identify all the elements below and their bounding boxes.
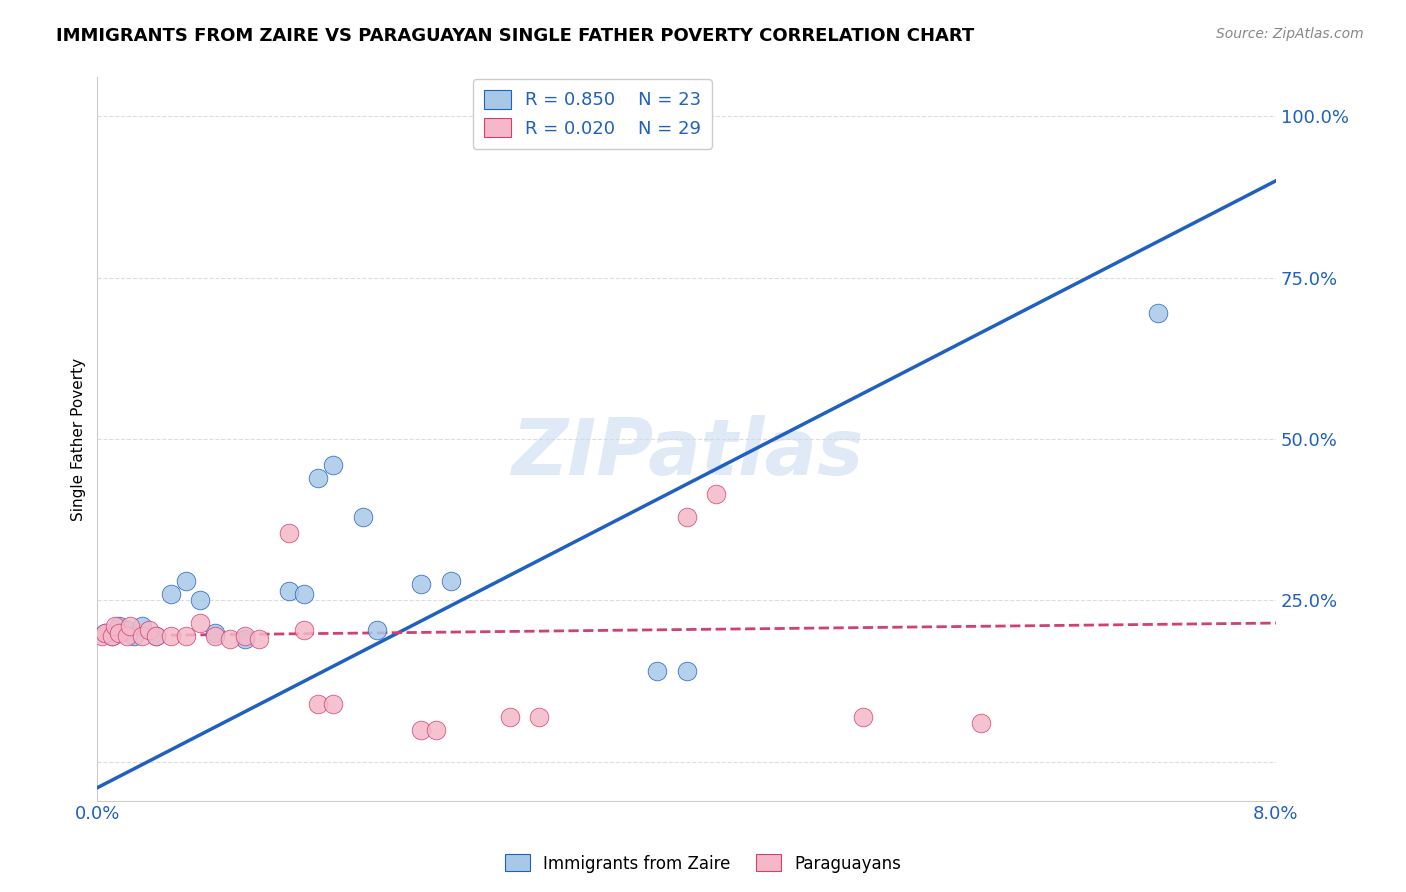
Point	[138, 623, 160, 637]
Point	[499, 709, 522, 723]
Point	[1147, 306, 1170, 320]
Point	[322, 697, 344, 711]
Point	[115, 629, 138, 643]
Legend: R = 0.850    N = 23, R = 0.020    N = 29: R = 0.850 N = 23, R = 0.020 N = 29	[472, 79, 711, 149]
Point	[704, 487, 727, 501]
Point	[122, 629, 145, 643]
Point	[108, 625, 131, 640]
Point	[118, 619, 141, 633]
Point	[190, 593, 212, 607]
Text: Source: ZipAtlas.com: Source: ZipAtlas.com	[1216, 27, 1364, 41]
Point	[307, 697, 329, 711]
Text: IMMIGRANTS FROM ZAIRE VS PARAGUAYAN SINGLE FATHER POVERTY CORRELATION CHART: IMMIGRANTS FROM ZAIRE VS PARAGUAYAN SING…	[56, 27, 974, 45]
Point	[366, 623, 388, 637]
Point	[160, 629, 183, 643]
Legend: Immigrants from Zaire, Paraguayans: Immigrants from Zaire, Paraguayans	[498, 847, 908, 880]
Point	[160, 587, 183, 601]
Point	[277, 583, 299, 598]
Point	[352, 509, 374, 524]
Point	[101, 629, 124, 643]
Point	[233, 629, 256, 643]
Point	[675, 665, 697, 679]
Point	[852, 709, 875, 723]
Point	[411, 577, 433, 591]
Point	[115, 623, 138, 637]
Point	[90, 629, 112, 643]
Point	[277, 525, 299, 540]
Point	[292, 587, 315, 601]
Point	[675, 509, 697, 524]
Point	[970, 716, 993, 731]
Point	[108, 619, 131, 633]
Point	[131, 619, 153, 633]
Point	[249, 632, 271, 647]
Point	[104, 619, 127, 633]
Point	[145, 629, 167, 643]
Point	[292, 623, 315, 637]
Point	[440, 574, 463, 588]
Y-axis label: Single Father Poverty: Single Father Poverty	[72, 358, 86, 521]
Point	[93, 625, 115, 640]
Point	[233, 632, 256, 647]
Point	[204, 629, 226, 643]
Point	[204, 625, 226, 640]
Point	[131, 629, 153, 643]
Point	[645, 665, 668, 679]
Point	[219, 632, 242, 647]
Point	[307, 471, 329, 485]
Point	[174, 574, 197, 588]
Point	[425, 723, 447, 737]
Point	[529, 709, 551, 723]
Point	[93, 625, 115, 640]
Point	[322, 458, 344, 472]
Point	[411, 723, 433, 737]
Point	[174, 629, 197, 643]
Point	[190, 615, 212, 630]
Point	[101, 629, 124, 643]
Point	[145, 629, 167, 643]
Text: ZIPatlas: ZIPatlas	[510, 416, 863, 491]
